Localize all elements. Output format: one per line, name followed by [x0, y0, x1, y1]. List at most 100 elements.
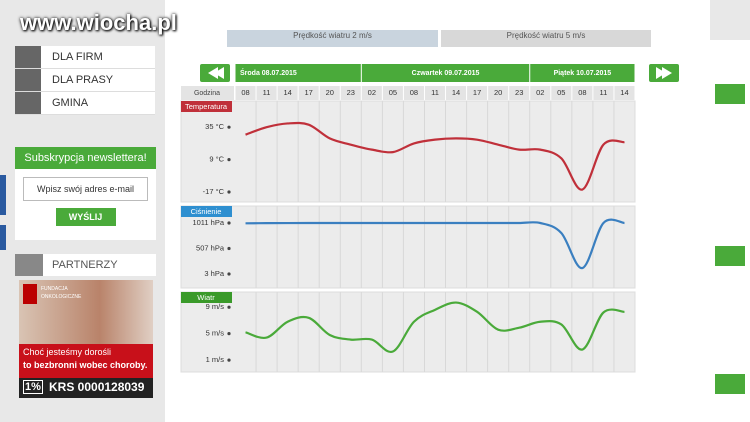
y-tick-label: 9 m/s: [206, 302, 225, 311]
hour-cell: [424, 86, 446, 100]
hour-cell: [382, 86, 403, 100]
panel-bg: [180, 100, 636, 203]
panel-title: Ciśnienie: [191, 207, 222, 216]
hour-cell: [530, 86, 551, 100]
y-tick-label: 507 hPa: [196, 243, 225, 252]
newsletter-box: Subskrypcja newslettera! Wpisz swój adre…: [15, 147, 156, 240]
hour-cell: [551, 86, 572, 100]
panel-title: Wiatr: [197, 293, 215, 302]
hour-cell: [277, 86, 298, 100]
ad-text: Choć jesteśmy dorośli: [23, 347, 112, 357]
hour-cell: [572, 86, 593, 100]
panel-title-bg: [181, 101, 232, 112]
y-tick-label: 1011 hPa: [192, 218, 224, 227]
hour-label: 05: [389, 88, 397, 97]
y-tick-label: 1 m/s: [206, 355, 225, 364]
y-tick-mark: [227, 305, 231, 309]
panel-bg: [180, 205, 636, 289]
right-button[interactable]: [715, 84, 745, 104]
y-tick-label: 9 °C: [209, 155, 224, 164]
ad-text: to bezbronni wobec choroby.: [23, 360, 148, 370]
hour-label: 20: [326, 88, 334, 97]
right-button[interactable]: [715, 246, 745, 266]
next-icon: [656, 67, 672, 79]
menu-item[interactable]: DLA PRASY: [15, 69, 155, 92]
menu-label: DLA FIRM: [52, 51, 103, 63]
day-header: [235, 64, 361, 82]
newsletter-title: Subskrypcja newslettera!: [15, 147, 156, 169]
tab-value: 2 m/s: [352, 31, 372, 40]
hour-cell: [509, 86, 530, 100]
side-tab[interactable]: [0, 175, 6, 215]
menu-item[interactable]: DLA FIRM: [15, 46, 155, 69]
tab-label: Prędkość wiatru: [506, 31, 564, 40]
day-header: [361, 64, 530, 82]
hour-label: 14: [283, 88, 291, 97]
day-label: Piątek 10.07.2015: [554, 70, 612, 77]
data-line: [245, 218, 625, 270]
day-label: Środa 08.07.2015: [240, 68, 297, 77]
ad-org: ONKOLOGICZNE: [41, 294, 82, 300]
hour-label: 02: [368, 88, 376, 97]
hour-heading-cell: [181, 86, 234, 100]
hour-label: 17: [305, 88, 313, 97]
hour-cell: [593, 86, 614, 100]
hour-cell: [256, 86, 277, 100]
send-button[interactable]: WYŚLIJ: [55, 208, 116, 226]
y-tick-label: -17 °C: [203, 187, 225, 196]
tab-value: 5 m/s: [565, 31, 586, 40]
hour-cell: [403, 86, 424, 100]
hour-cell: [361, 86, 382, 100]
hour-label: 11: [431, 88, 439, 97]
hour-label: 17: [473, 88, 481, 97]
data-line: [245, 301, 625, 354]
menu-item[interactable]: GMINA: [15, 92, 155, 115]
hour-cell: [340, 86, 361, 100]
right-button[interactable]: [715, 374, 745, 394]
y-tick-mark: [227, 125, 231, 129]
tab[interactable]: Prędkość wiatru 5 m/s: [441, 30, 651, 47]
hour-label: 14: [452, 88, 460, 97]
ad-krs: KRS 0000128039: [49, 380, 145, 394]
hour-label: 23: [347, 88, 355, 97]
panel-title: Temperatura: [185, 102, 228, 111]
hour-cell: [298, 86, 319, 100]
y-tick-label: 3 hPa: [204, 269, 224, 278]
hour-label: 11: [600, 88, 608, 97]
y-tick-mark: [227, 246, 231, 251]
hour-cell: [235, 86, 256, 100]
hour-label: 08: [578, 88, 586, 97]
y-tick-mark: [227, 332, 231, 336]
hour-label: 08: [241, 88, 249, 97]
y-tick-label: 5 m/s: [206, 329, 225, 338]
menu-label: DLA PRASY: [52, 74, 114, 86]
ad-banner[interactable]: FUNDACJA ONKOLOGICZNE Choć jesteśmy doro…: [19, 280, 153, 398]
side-tab[interactable]: [0, 225, 6, 250]
day-header: [530, 64, 635, 82]
hour-label: 11: [263, 88, 271, 97]
y-tick-mark: [227, 272, 231, 276]
logo: www.wiocha.pl: [20, 10, 177, 35]
hour-cell: [488, 86, 509, 100]
y-tick-mark: [227, 221, 231, 225]
panel-title-bg: [181, 206, 232, 217]
y-tick-label: 35 °C: [205, 122, 224, 131]
email-input[interactable]: Wpisz swój adres e-mail: [23, 177, 148, 201]
ad-percent: 1%: [23, 380, 43, 394]
data-line: [245, 121, 625, 191]
hour-label: 05: [557, 88, 565, 97]
tab[interactable]: Prędkość wiatru 2 m/s: [227, 30, 438, 47]
hour-cell: [614, 86, 635, 100]
hour-label: 20: [494, 88, 502, 97]
hour-label: 02: [536, 88, 544, 97]
menu-label: GMINA: [52, 97, 89, 109]
hour-label: 23: [515, 88, 523, 97]
y-tick-mark: [227, 190, 231, 194]
tab-label: Prędkość wiatru: [293, 31, 351, 40]
panel-title-bg: [181, 292, 232, 303]
partners-header: PARTNERZY: [15, 254, 156, 276]
ad-org: FUNDACJA: [41, 286, 68, 292]
prev-icon: [208, 67, 224, 79]
day-label: Czwartek 09.07.2015: [412, 70, 480, 77]
